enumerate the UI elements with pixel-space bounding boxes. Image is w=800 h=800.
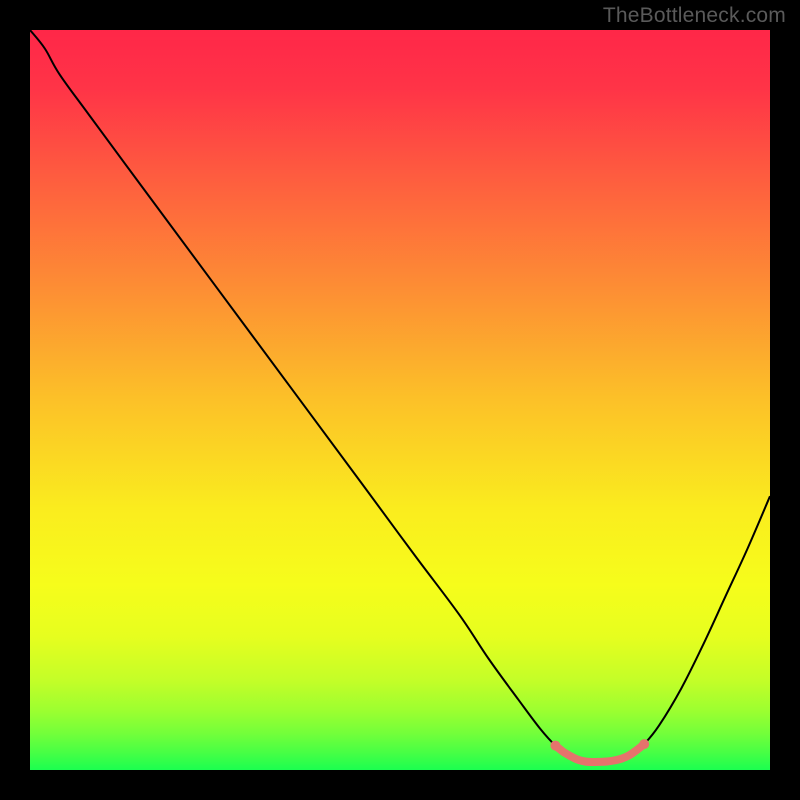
watermark-text: TheBottleneck.com xyxy=(603,4,786,28)
chart-container: TheBottleneck.com xyxy=(0,0,800,800)
chart-gradient-background xyxy=(30,30,770,770)
